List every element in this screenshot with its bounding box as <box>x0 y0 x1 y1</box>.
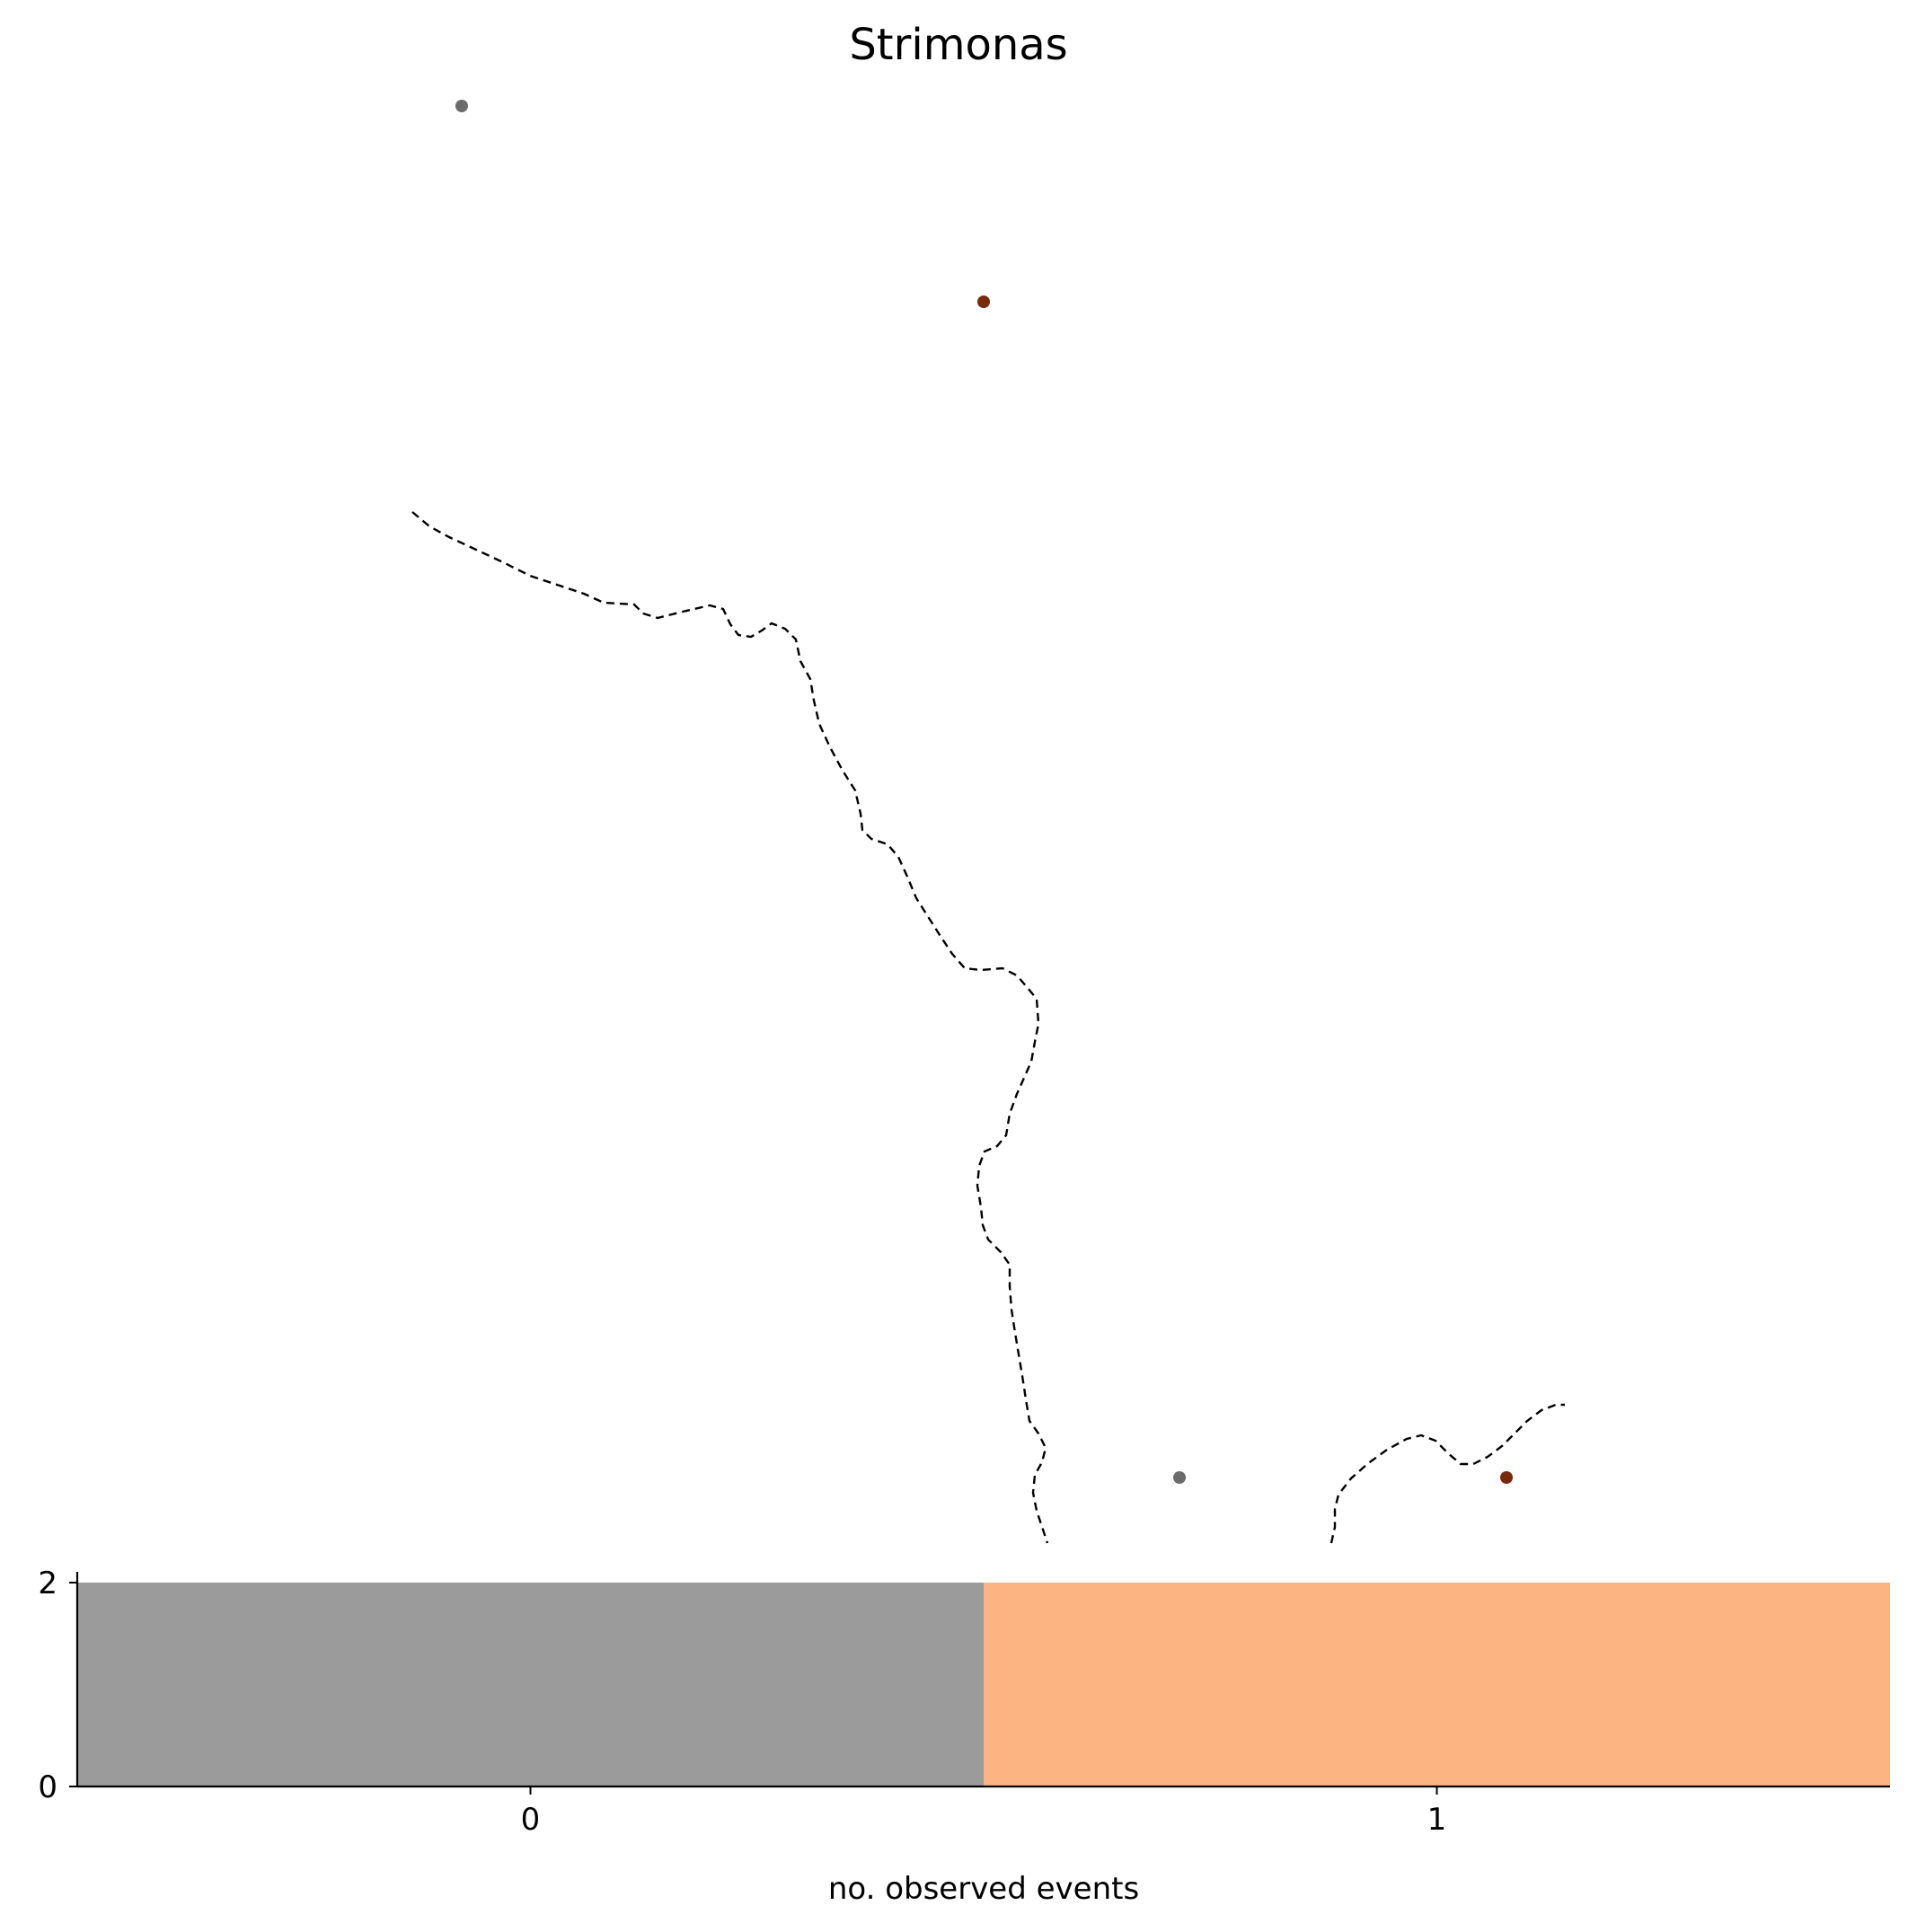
map-area <box>411 100 1565 1544</box>
map-site-marker <box>977 296 990 308</box>
histogram-bar-0 <box>77 1583 984 1786</box>
border-line-east <box>1330 1403 1565 1544</box>
histogram: 0 2 0 1 no. observed events <box>38 1566 1890 1907</box>
histogram-axes: 0 2 0 1 <box>38 1566 1890 1838</box>
histogram-bars <box>77 1583 1890 1786</box>
map-site-marker <box>455 100 468 112</box>
y-tick-label: 0 <box>38 1769 57 1805</box>
map-site-marker <box>1173 1471 1186 1484</box>
x-tick-label: 1 <box>1427 1802 1447 1838</box>
x-axis-label: no. observed events <box>828 1871 1139 1907</box>
border-line-west <box>411 511 1049 1544</box>
map-title: Strimonas <box>849 20 1067 70</box>
y-tick-label: 2 <box>38 1566 57 1601</box>
x-tick-label: 0 <box>521 1802 541 1838</box>
histogram-bar-1 <box>984 1583 1890 1786</box>
map-site-marker <box>1500 1471 1513 1484</box>
